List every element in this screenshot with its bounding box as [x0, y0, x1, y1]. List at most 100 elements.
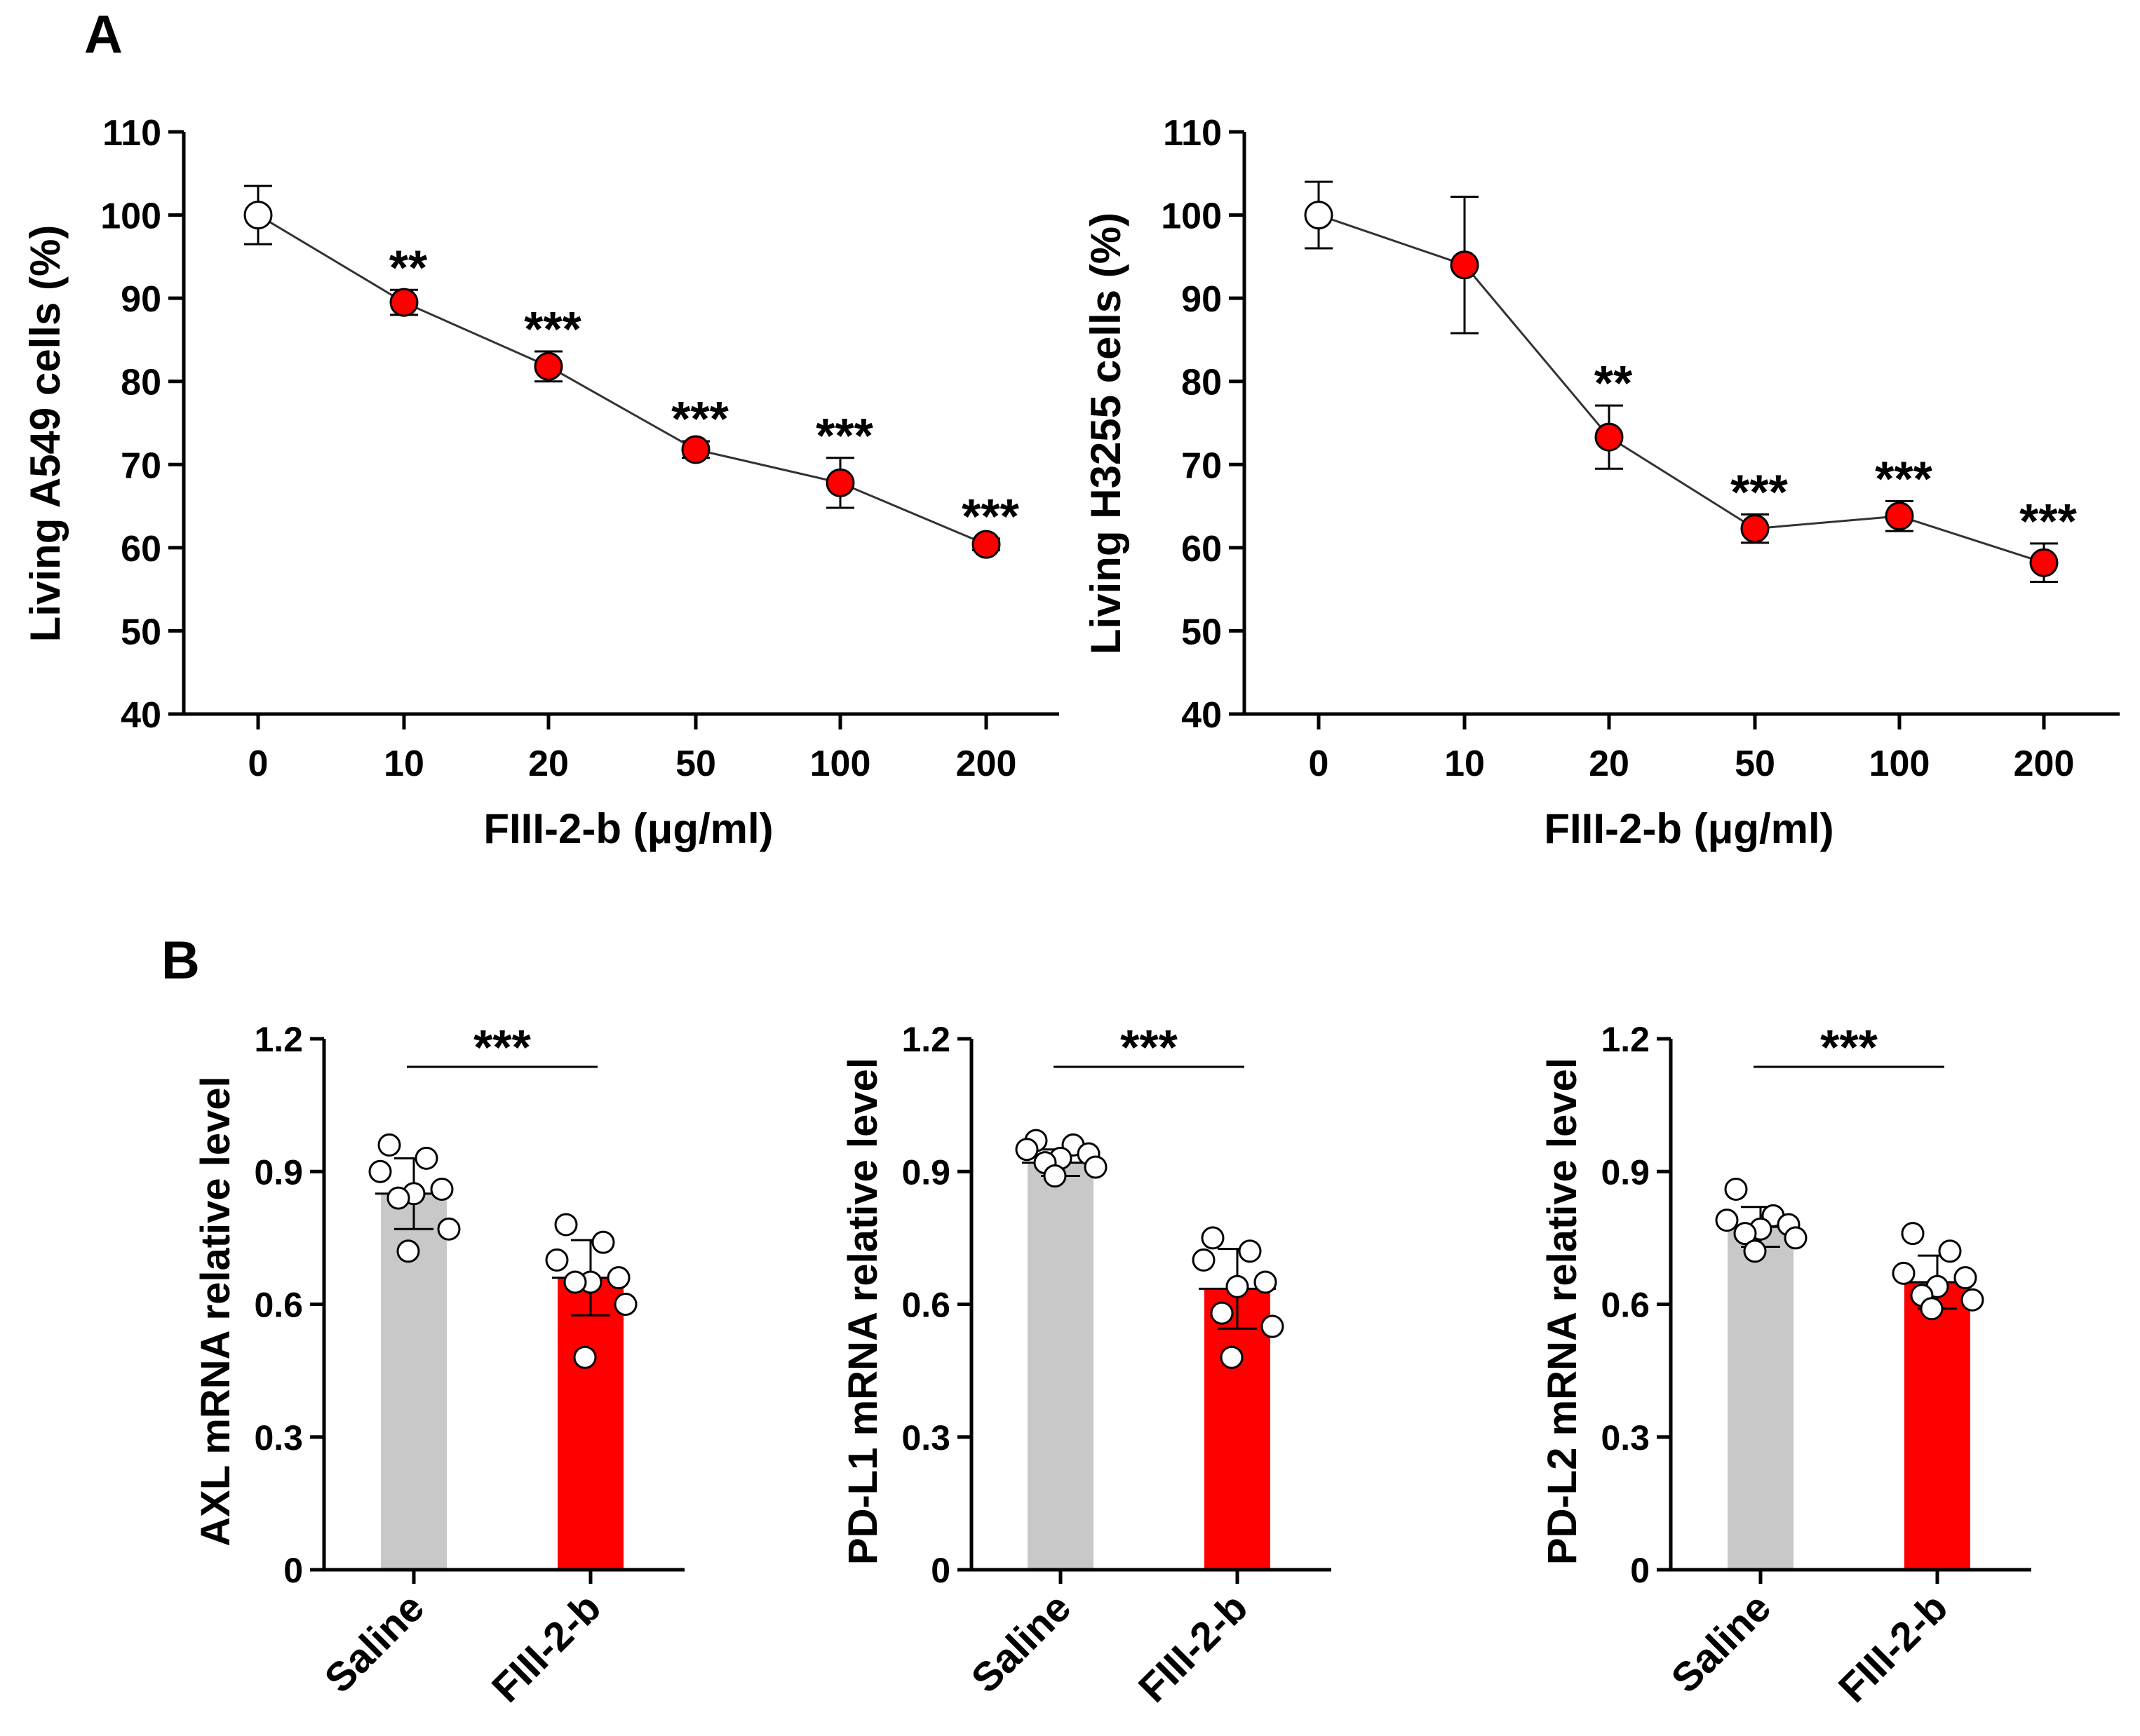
y-axis-label: Living H3255 cells (%): [1082, 213, 1129, 654]
y-tick-label: 1.2: [1601, 1020, 1650, 1059]
replicate-point: [607, 1266, 631, 1290]
y-tick-label: 0: [283, 1551, 303, 1590]
x-tick-label: 50: [675, 743, 716, 784]
data-point: [243, 201, 273, 230]
replicate-point: [563, 1270, 587, 1294]
x-tick-label: 10: [384, 743, 424, 784]
data-point: [826, 468, 855, 497]
replicate-point: [1743, 1239, 1767, 1263]
replicate-point: [1043, 1164, 1067, 1188]
y-axis-label: Living A549 cells (%): [22, 225, 69, 642]
x-tick-label: 10: [1444, 743, 1485, 784]
replicate-point: [614, 1293, 638, 1316]
y-tick-label: 0.6: [901, 1286, 950, 1325]
y-tick-label: 70: [1181, 445, 1222, 486]
replicate-point: [1238, 1239, 1262, 1263]
replicate-point: [545, 1248, 569, 1272]
chart-pdl1: 0 0.3 0.6 0.9 1.2 Saline FIII-2-b PD-L1 mRNA re…: [840, 1020, 1331, 1711]
x-tick-label: FIII-2-b: [1130, 1584, 1256, 1711]
x-tick-label: Saline: [1662, 1584, 1779, 1702]
replicate-point: [1733, 1222, 1757, 1246]
y-tick-label: 60: [121, 529, 161, 570]
replicate-point: [386, 1186, 410, 1210]
data-point: [1304, 201, 1333, 230]
data-point: [389, 288, 419, 317]
y-tick-label: 0.3: [1601, 1418, 1650, 1458]
data-point: [971, 530, 1001, 559]
chart-pdl2: 0 0.3 0.6 0.9 1.2 Saline FIII-2-b PD-L2 mRNA re…: [1540, 1020, 2031, 1711]
y-tick-label: 1.2: [254, 1020, 303, 1059]
significance-label: ***: [2019, 494, 2077, 549]
data-point: [681, 435, 711, 464]
y-tick-label: 0.6: [1601, 1286, 1650, 1325]
y-axis-label: PD-L1 mRNA relative level: [840, 1058, 886, 1565]
replicate-point: [1210, 1301, 1234, 1325]
x-tick-label: 0: [248, 743, 269, 784]
replicate-point: [1892, 1261, 1916, 1285]
y-axis-label: AXL mRNA relative level: [193, 1076, 238, 1547]
panel-label-b: B: [161, 931, 200, 990]
replicate-point: [396, 1239, 420, 1263]
significance-label: ***: [1730, 464, 1788, 519]
y-tick-label: 0: [931, 1551, 950, 1590]
y-tick-label: 80: [121, 363, 161, 403]
x-tick-label: 100: [810, 743, 871, 784]
y-tick-label: 50: [1181, 612, 1222, 652]
y-tick-label: 0.9: [254, 1152, 303, 1192]
significance-label: ***: [1120, 1020, 1178, 1075]
y-tick-label: 80: [1181, 363, 1222, 403]
x-tick-label: 20: [1589, 743, 1629, 784]
replicate-point: [1220, 1345, 1244, 1369]
chart-h3255: 40 50 60 70 80 90 100 110 0 10 20 50 100 200 FIII-2-b …: [1082, 113, 2120, 852]
y-tick-label: 70: [121, 445, 161, 486]
series-line: [257, 214, 987, 546]
replicate-point: [1225, 1274, 1249, 1298]
bar: [1904, 1281, 1970, 1570]
replicate-point: [554, 1213, 578, 1237]
x-tick-label: Saline: [962, 1584, 1079, 1702]
x-tick-label: 0: [1309, 743, 1329, 784]
data-point: [1885, 502, 1914, 531]
y-tick-label: 0.9: [1601, 1152, 1650, 1192]
bar: [1204, 1288, 1270, 1570]
x-tick-label: FIII-2-b: [1830, 1584, 1956, 1711]
x-axis-label: FIII-2-b (μg/ml): [1544, 805, 1833, 852]
replicate-point: [437, 1217, 461, 1241]
y-tick-label: 0.3: [901, 1418, 950, 1458]
x-tick-label: 200: [2014, 743, 2075, 784]
x-tick-label: 20: [528, 743, 569, 784]
x-axis-label: FIII-2-b (μg/ml): [483, 805, 773, 852]
y-tick-label: 100: [100, 196, 161, 237]
y-tick-label: 0.6: [254, 1286, 303, 1325]
x-tick-label: 100: [1869, 743, 1930, 784]
significance-label: **: [1594, 356, 1633, 410]
y-tick-label: 0.9: [901, 1152, 950, 1192]
y-tick-label: 60: [1181, 529, 1222, 570]
bar: [558, 1277, 624, 1570]
significance-label: ***: [524, 302, 581, 356]
y-tick-label: 1.2: [901, 1020, 950, 1059]
y-tick-label: 110: [1163, 113, 1222, 154]
y-tick-label: 40: [121, 695, 161, 736]
replicate-point: [1724, 1177, 1748, 1201]
replicate-point: [591, 1230, 615, 1254]
x-tick-label: Saline: [316, 1584, 433, 1702]
y-axis-label: PD-L2 mRNA relative level: [1540, 1058, 1585, 1565]
replicate-point: [415, 1146, 438, 1170]
data-point: [1594, 422, 1624, 452]
y-tick-label: 0.3: [254, 1418, 303, 1458]
significance-label: ***: [962, 489, 1019, 544]
replicate-point: [1953, 1266, 1977, 1290]
significance-label: ***: [473, 1020, 531, 1075]
significance-label: ***: [1820, 1020, 1878, 1075]
replicate-point: [1715, 1209, 1739, 1232]
replicate-point: [430, 1177, 454, 1201]
y-tick-label: 0: [1630, 1551, 1650, 1590]
y-tick-label: 110: [102, 113, 161, 154]
x-tick-label: FIII-2-b: [483, 1584, 610, 1711]
series-line: [1318, 214, 2045, 564]
replicate-point: [573, 1345, 597, 1369]
replicate-point: [1901, 1222, 1925, 1246]
